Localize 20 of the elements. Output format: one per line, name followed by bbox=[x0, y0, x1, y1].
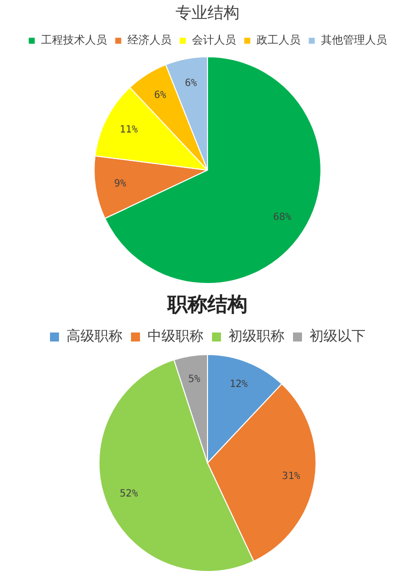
data-label: 6% bbox=[154, 90, 166, 102]
legend-label: 会计人员 bbox=[192, 34, 236, 47]
legend-label: 高级职称 bbox=[66, 328, 122, 345]
data-label: 12% bbox=[230, 378, 248, 390]
data-label: 5% bbox=[188, 374, 200, 386]
chart-title: 职称结构 bbox=[166, 292, 248, 316]
data-label: 52% bbox=[120, 488, 138, 500]
data-label: 68% bbox=[273, 212, 292, 224]
chart-title: 专业结构 bbox=[176, 2, 240, 22]
data-label: 6% bbox=[184, 78, 197, 89]
data-label: 11% bbox=[120, 124, 138, 136]
legend-label: 工程技术人员 bbox=[40, 34, 107, 47]
legend-label: 其他管理人员 bbox=[320, 34, 387, 47]
data-label: 31% bbox=[282, 470, 300, 482]
legend-label: 初级以下 bbox=[310, 328, 366, 345]
legend-label: 政工人员 bbox=[256, 34, 300, 47]
legend-label: 中级职称 bbox=[148, 328, 204, 345]
data-label: 9% bbox=[114, 178, 126, 190]
legend-label: 经济人员 bbox=[127, 34, 172, 47]
legend-label: 初级职称 bbox=[228, 328, 284, 345]
